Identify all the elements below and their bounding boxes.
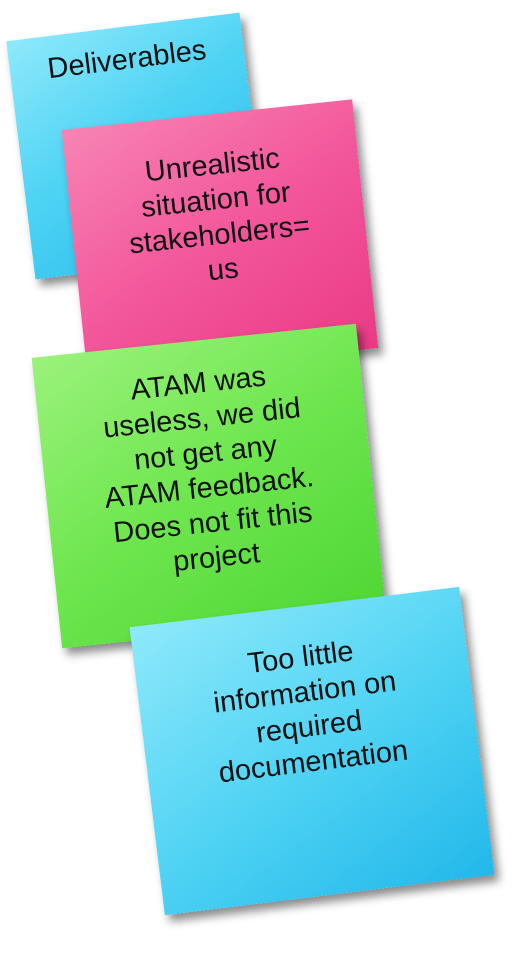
note-text-atam: ATAM was useless, we did not get any ATA… [101, 360, 316, 579]
sticky-note-atam: ATAM was useless, we did not get any ATA… [31, 323, 387, 649]
note-text-documentation: Too little information on required docum… [211, 635, 410, 790]
sticky-note-documentation: Too little information on required docum… [129, 586, 495, 916]
note-text-stakeholders: Unrealistic situation for stakeholders= … [127, 142, 312, 288]
note-text-deliverables: Deliverables [45, 34, 209, 86]
